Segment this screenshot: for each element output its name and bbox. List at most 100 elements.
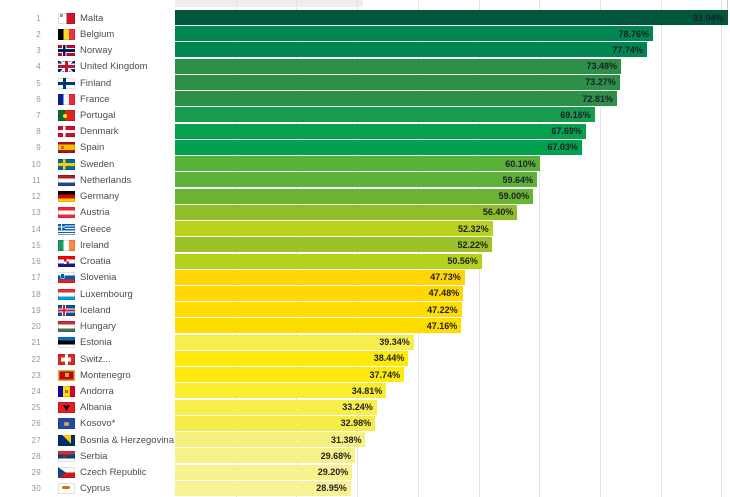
cyprus-flag-icon (58, 483, 75, 495)
table-row: 16 Croatia 50.56% (0, 253, 730, 270)
country-label: Greece (80, 223, 112, 235)
rank-label: 13 (31, 208, 41, 218)
bar[interactable]: 47.22% (175, 302, 462, 318)
greece-flag-icon (58, 223, 75, 235)
country-label: Portugal (80, 110, 116, 122)
bar[interactable]: 59.00% (175, 188, 534, 204)
table-row: 28 Serbia 29.68% (0, 448, 730, 464)
rank-label: 26 (31, 419, 41, 429)
value-label: 28.95% (316, 483, 347, 494)
slovenia-flag-icon (58, 272, 75, 284)
rank-label: 8 (36, 127, 41, 137)
rank-label: 28 (31, 451, 41, 461)
country-label: Austria (80, 207, 110, 219)
bar[interactable]: 73.27% (175, 74, 620, 90)
bar[interactable]: 78.76% (175, 26, 654, 42)
value-label: 72.81% (582, 93, 613, 104)
value-label: 91.04% (693, 12, 724, 23)
bar[interactable]: 39.34% (175, 334, 414, 350)
value-label: 37.74% (369, 369, 401, 380)
bar[interactable]: 67.69% (175, 123, 586, 139)
table-row: 20 Hungary 47.16% (0, 318, 730, 334)
value-label: 38.44% (373, 353, 405, 364)
bar[interactable]: 29.20% (175, 464, 353, 480)
truncated-right-edge (727, 0, 728, 18)
table-row: 1 Malta 91.04% (0, 10, 730, 26)
bar[interactable]: 28.95% (175, 480, 351, 496)
country-label: Spain (80, 142, 105, 154)
bar[interactable]: 56.40% (175, 204, 518, 220)
bar[interactable]: 69.16% (175, 107, 595, 123)
bar[interactable]: 59.64% (175, 172, 537, 188)
value-label: 29.68% (320, 450, 352, 461)
france-flag-icon (58, 93, 75, 105)
bar[interactable]: 33.24% (175, 399, 377, 415)
bar[interactable]: 52.22% (175, 237, 492, 253)
value-label: 47.73% (430, 272, 461, 283)
table-row: 22 Switz... 38.44% (0, 350, 730, 367)
table-row: 23 Montenegro 37.74% (0, 367, 730, 383)
bar[interactable]: 47.73% (175, 269, 465, 285)
country-label: Albania (80, 402, 112, 414)
gridline (721, 0, 723, 497)
country-label: Estonia (80, 337, 112, 349)
table-row: 17 Slovenia 47.73% (0, 269, 730, 286)
value-label: 73.48% (586, 61, 618, 72)
bar[interactable]: 60.10% (175, 156, 540, 172)
bar[interactable]: 34.81% (175, 383, 387, 399)
country-label: Iceland (80, 304, 111, 316)
country-label: Bosnia & Herzegovina (80, 434, 174, 446)
rank-label: 17 (31, 273, 41, 283)
table-row: 12 Germany 59.00% (0, 188, 730, 205)
bar[interactable]: 77.74% (175, 42, 647, 58)
bar[interactable]: 32.98% (175, 415, 376, 431)
rank-label: 29 (31, 468, 41, 478)
bar[interactable]: 37.74% (175, 367, 405, 383)
table-row: 24 Andorra 34.81% (0, 383, 730, 399)
value-label: 77.74% (612, 44, 643, 55)
value-label: 52.22% (457, 239, 488, 250)
country-label: Sweden (80, 158, 115, 170)
bar[interactable]: 67.03% (175, 139, 582, 155)
gridline (539, 0, 541, 497)
bar[interactable]: 72.81% (175, 91, 617, 107)
table-row: 10 Sweden 60.10% (0, 156, 730, 172)
country-label: Hungary (80, 321, 116, 333)
switzerland-flag-icon (58, 353, 75, 365)
bar[interactable]: 50.56% (175, 253, 482, 269)
bar[interactable]: 38.44% (175, 350, 409, 366)
denmark-flag-icon (58, 126, 75, 138)
rank-label: 27 (31, 435, 41, 445)
rank-label: 16 (31, 257, 41, 267)
norway-flag-icon (58, 45, 75, 57)
rank-label: 22 (31, 354, 41, 364)
country-label: Ireland (80, 239, 110, 251)
value-label: 56.40% (482, 207, 514, 218)
bar[interactable]: 47.48% (175, 285, 464, 301)
bar[interactable]: 31.38% (175, 432, 366, 448)
table-row: 25 Albania 33.24% (0, 399, 730, 416)
value-label: 47.16% (426, 320, 458, 331)
value-label: 67.69% (551, 126, 582, 137)
ireland-flag-icon (58, 239, 75, 251)
bar[interactable]: 47.16% (175, 318, 462, 334)
table-row: 14 Greece 52.32% (0, 221, 730, 237)
bar[interactable]: 73.48% (175, 58, 622, 74)
bar[interactable]: 52.32% (175, 221, 493, 237)
austria-flag-icon (58, 207, 75, 219)
bar[interactable]: 29.68% (175, 448, 356, 464)
rank-label: 21 (31, 338, 41, 348)
bar[interactable]: 91.04% (175, 10, 728, 25)
country-label: Croatia (80, 256, 111, 268)
table-row: 18 Luxembourg 47.48% (0, 285, 730, 302)
czech-republic-flag-icon (58, 467, 75, 479)
value-label: 31.38% (330, 434, 362, 445)
montenegro-flag-icon (58, 369, 75, 381)
country-label: Finland (80, 77, 112, 89)
table-row: 21 Estonia 39.34% (0, 334, 730, 351)
value-label: 50.56% (447, 256, 478, 267)
value-label: 47.22% (427, 304, 458, 315)
country-label: Kosovo* (80, 418, 116, 430)
rank-label: 3 (36, 46, 41, 56)
table-row: 6 France 72.81% (0, 91, 730, 107)
